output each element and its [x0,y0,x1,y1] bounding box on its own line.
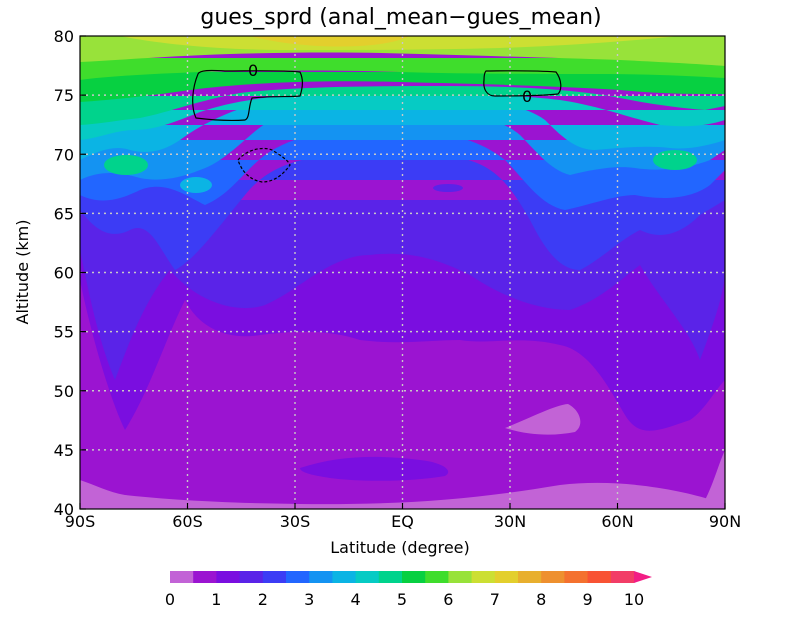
y-tick-label: 50 [54,382,74,401]
x-tick-label: 90N [709,512,741,531]
colorbar-segment [610,571,635,583]
contour-zero-north [483,70,562,97]
y-tick-label: 70 [54,145,74,164]
colorbar-tick-label: 10 [624,590,644,609]
band-level-8 [80,92,725,140]
chart-title: gues_sprd (anal_mean−gues_mean) [200,5,601,30]
colorbar-segment [448,571,472,583]
x-axis: 90S 60S 30S EQ 30N 60N 90N [65,503,741,531]
colorbar-segment [170,571,194,583]
colorbar-segment [587,571,612,583]
x-tick-label: EQ [391,512,414,531]
y-tick-label: 65 [54,204,74,223]
colorbar-segment [262,571,287,583]
contour-labels: 0 0 [248,61,532,106]
band-level-0-right [700,450,725,509]
band-level-9 [80,86,725,125]
y-axis-label: Altitude (km) [13,220,32,325]
contour-zero-dashed [237,147,291,183]
colorbar-segment [518,571,542,583]
band-spot-cyan-south [180,177,212,193]
contour-label-north: 0 [522,87,532,106]
band-level-6 [80,110,725,180]
band-level-2-south [300,456,449,481]
colorbar-segment [286,571,310,583]
colorbar-segment [309,571,333,583]
band-spot-deep-equator [433,184,463,192]
colorbar-tick-label: 3 [304,590,314,609]
colorbar-segment [494,571,519,583]
band-level-0-blob [505,404,581,435]
band-level-10 [80,72,725,102]
colorbar-segment [425,571,449,583]
x-tick-label: 60N [601,512,633,531]
band-level-0-bottom [80,480,725,509]
y-tick-label: 45 [54,441,74,460]
contour-zero-south [192,69,303,121]
zero-contours [192,69,562,183]
x-tick-label: 90S [65,512,96,531]
colorbar-tick-label: 9 [583,590,593,609]
colorbar-segment [193,571,217,583]
colorbar-segment [239,571,264,583]
x-tick-label: 30S [280,512,311,531]
colorbar-segment [216,571,240,583]
y-tick-label: 75 [54,86,74,105]
x-axis-label: Latitude (degree) [330,538,470,557]
colorbar-tick-label: 4 [351,590,361,609]
y-tick-label: 55 [54,323,74,342]
band-level-11 [80,58,725,80]
colorbar-tick-label: 2 [258,590,268,609]
colorbar-segment [355,571,380,583]
colorbar-tick-label: 0 [165,590,175,609]
contour-label-south: 0 [248,61,258,80]
colorbar-tick-label: 5 [397,590,407,609]
y-tick-label: 80 [54,27,74,46]
colorbar-segment [402,571,426,583]
colorbar-tick-label: 8 [536,590,546,609]
colorbar-tick-label: 1 [211,590,221,609]
colorbar-segment [564,571,588,583]
band-level-5 [80,129,725,210]
colorbar-segment [471,571,496,583]
colorbar: 0 1 2 3 4 5 6 7 8 9 10 [165,571,652,609]
band-level-7 [80,98,725,160]
x-tick-label: 30N [494,512,526,531]
y-tick-label: 40 [54,500,74,519]
y-axis: 40 45 50 55 60 65 70 75 80 [54,27,86,519]
band-spot-green-south [104,155,148,175]
band-spot-green-north [653,150,697,170]
colorbar-tick-label: 7 [490,590,500,609]
band-level-14 [250,36,410,47]
colorbar-segment [541,571,565,583]
colorbar-tick-label: 6 [443,590,453,609]
colorbar-extend-arrow [634,571,652,583]
colorbar-segment [332,571,356,583]
y-tick-label: 60 [54,264,74,283]
band-level-13 [120,36,680,50]
grid [80,36,725,509]
colorbar-segment [378,571,403,583]
x-tick-label: 60S [172,512,203,531]
